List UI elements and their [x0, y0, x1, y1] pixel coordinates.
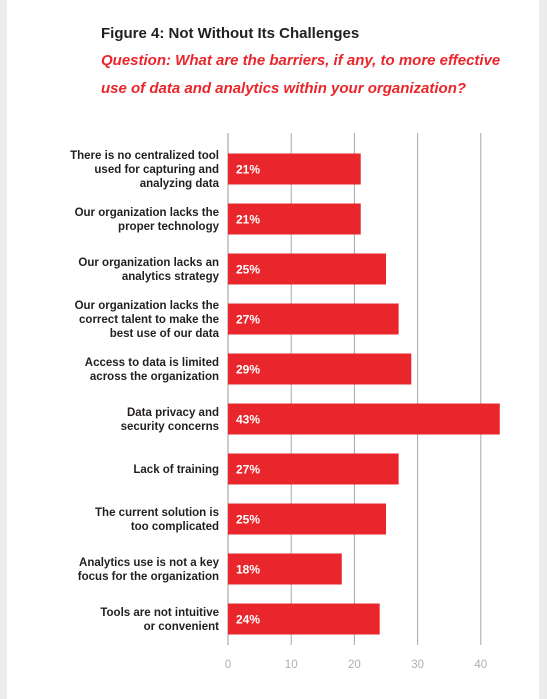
bar-data-label: 25%	[236, 263, 260, 277]
bar	[228, 353, 412, 385]
category-label: Data privacy and	[127, 407, 219, 419]
x-tick-label: 20	[348, 659, 361, 671]
category-label: proper technology	[118, 221, 220, 233]
category-label: Access to data is limited	[85, 357, 219, 369]
category-label: Analytics use is not a key	[79, 557, 220, 569]
x-tick-label: 10	[285, 659, 298, 671]
category-label: security concerns	[121, 421, 219, 433]
category-label: There is no centralized tool	[70, 150, 219, 162]
bar	[228, 553, 342, 585]
category-label: The current solution is	[95, 507, 219, 519]
bar-data-label: 27%	[236, 313, 260, 327]
question-line-1: Question: What are the barriers, if any,…	[101, 52, 501, 69]
bar	[228, 303, 399, 335]
bar	[228, 503, 386, 535]
bar-data-label: 24%	[236, 613, 260, 627]
bar	[228, 253, 386, 285]
bar-data-label: 18%	[236, 563, 260, 577]
bar	[228, 603, 380, 635]
bar	[228, 403, 500, 435]
category-label: Lack of training	[133, 464, 219, 476]
bar-data-label: 27%	[236, 463, 260, 477]
figure-title: Figure 4: Not Without Its Challenges	[101, 25, 360, 42]
bar-data-label: 21%	[236, 213, 260, 227]
category-label: or convenient	[144, 621, 220, 633]
bar-data-label: 43%	[236, 413, 260, 427]
x-tick-label: 30	[411, 659, 424, 671]
category-label: analytics strategy	[122, 271, 220, 283]
page: Figure 4: Not Without Its Challenges Que…	[7, 0, 539, 699]
category-label: correct talent to make the	[79, 314, 219, 326]
bar	[228, 153, 361, 185]
category-label: analyzing data	[140, 178, 220, 190]
category-label: best use of our data	[110, 328, 220, 340]
bar-data-label: 21%	[236, 163, 260, 177]
question-line-2: use of data and analytics within your or…	[101, 80, 467, 97]
category-label: Our organization lacks the	[75, 207, 219, 219]
x-tick-label: 40	[474, 659, 487, 671]
bar	[228, 453, 399, 485]
category-label: used for capturing and	[94, 164, 219, 176]
bar	[228, 203, 361, 235]
category-label: across the organization	[90, 371, 219, 383]
category-label: focus for the organization	[78, 571, 219, 583]
category-label: Our organization lacks the	[75, 300, 219, 312]
category-label: Tools are not intuitive	[100, 607, 219, 619]
category-label: Our organization lacks an	[78, 257, 219, 269]
x-tick-label: 0	[225, 659, 231, 671]
bar-data-label: 29%	[236, 363, 260, 377]
bar-data-label: 25%	[236, 513, 260, 527]
category-label: too complicated	[131, 521, 219, 533]
bar-chart: 0 10 20 30 40 21% There is no centralized tool…	[70, 133, 500, 671]
